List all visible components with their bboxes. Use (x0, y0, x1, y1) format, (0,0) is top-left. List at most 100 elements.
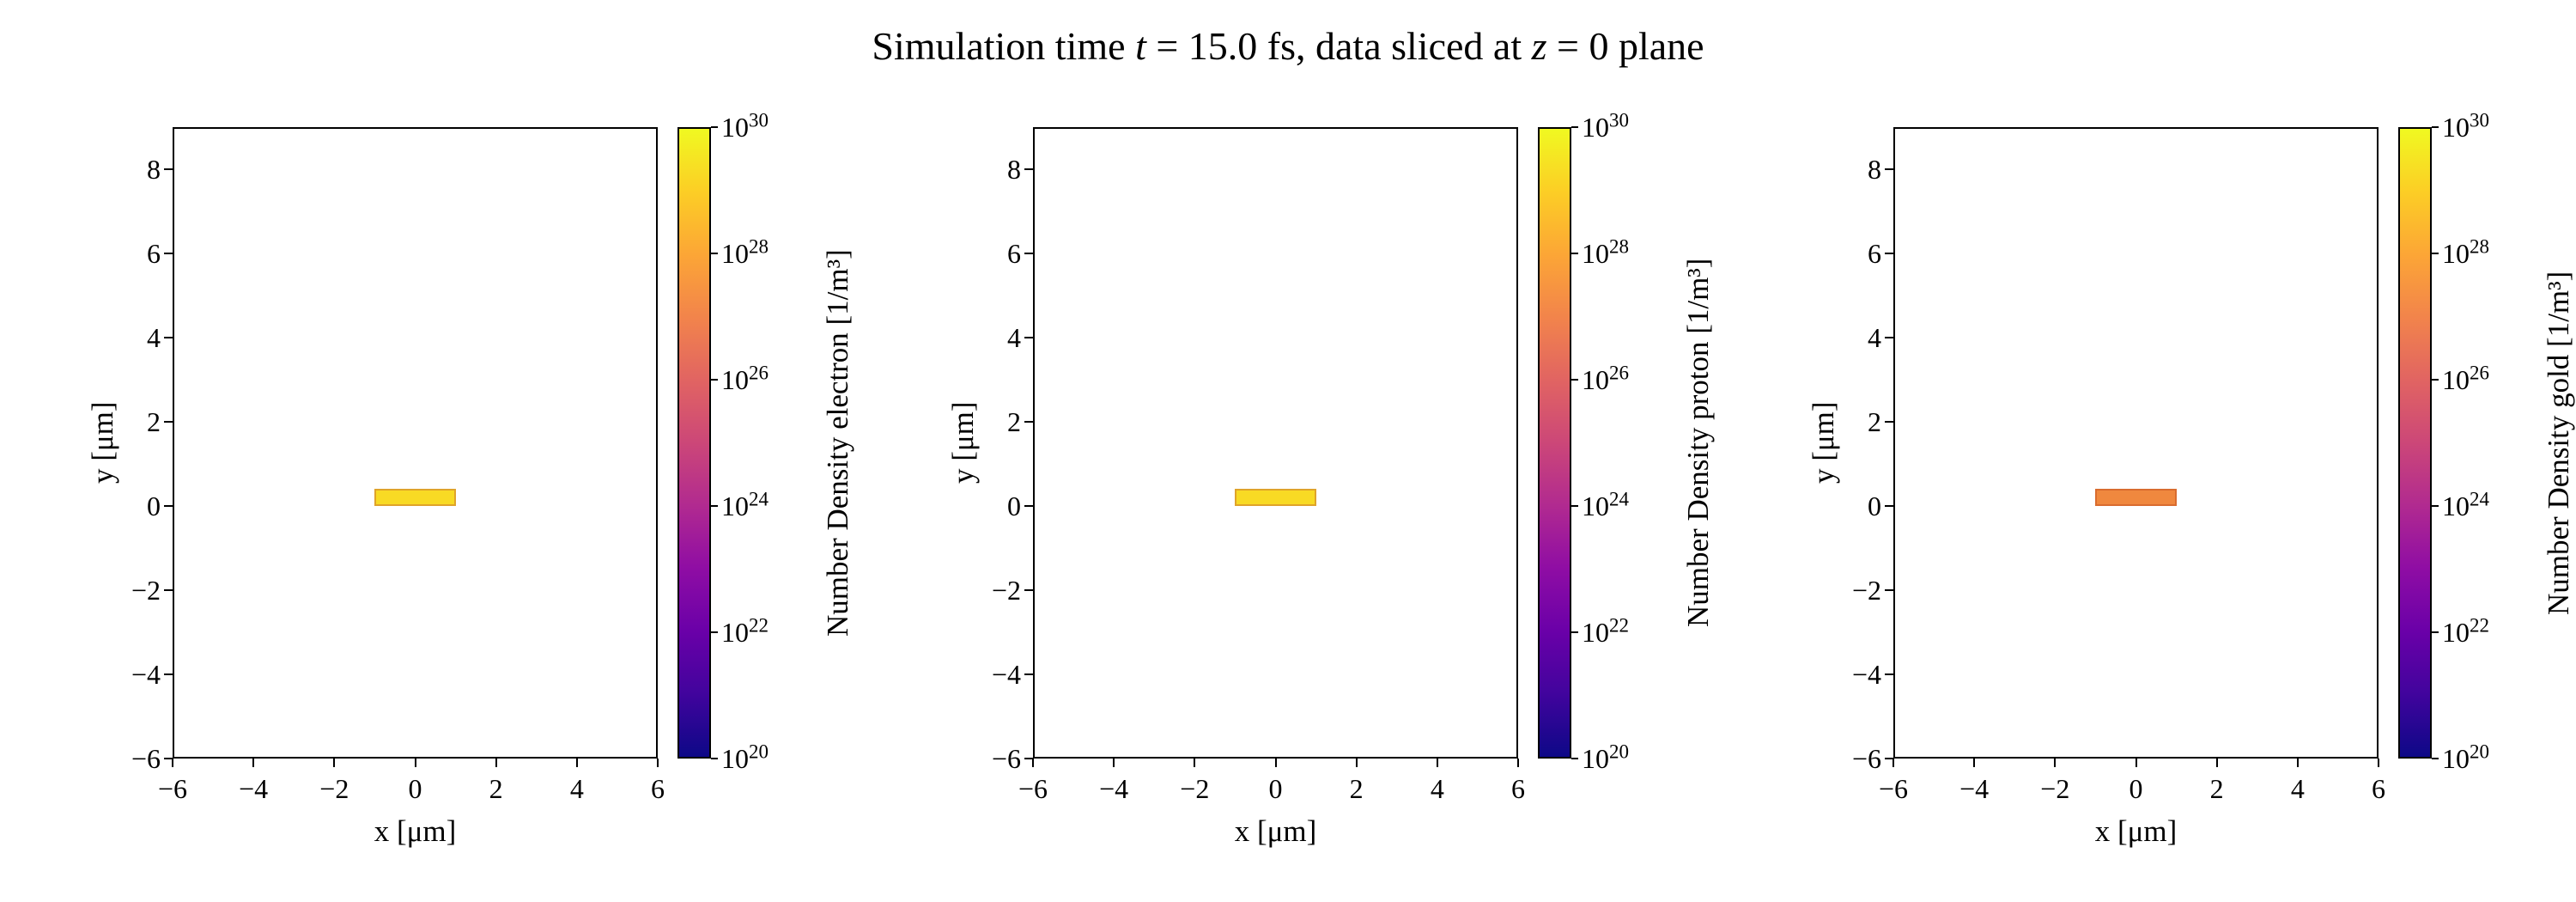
colorbar-tick-mantissa: 10 (2442, 112, 2470, 143)
colorbar-tick (1571, 631, 1578, 633)
colorbar-tick-label: 1022 (721, 613, 769, 651)
colorbar-label-gold: Number Density gold [1/m³] (2542, 271, 2575, 615)
x-tick-label: −6 (1878, 773, 1909, 804)
colorbar-tick-label: 1028 (1582, 235, 1629, 272)
colorbar-tick-exponent: 30 (2470, 109, 2489, 131)
colorbar-tick (711, 505, 718, 507)
x-tick-label: −2 (319, 773, 349, 804)
y-tick-label: −2 (131, 575, 161, 606)
colorbar-tick-label: 1026 (1582, 361, 1629, 399)
colorbar-tick-label: 1024 (2442, 487, 2489, 525)
x-tick (2054, 759, 2057, 767)
y-tick (1024, 253, 1033, 254)
x-tick-label: 0 (1268, 773, 1283, 804)
y-tick-label: 4 (1007, 322, 1021, 353)
colorbar-tick-exponent: 30 (749, 109, 769, 131)
y-tick (1024, 589, 1033, 591)
y-tick (1024, 168, 1033, 170)
x-axis-label: x [μm] (2094, 814, 2178, 848)
colorbar-tick-mantissa: 10 (2442, 491, 2470, 521)
x-tick-label: 4 (569, 773, 584, 804)
y-tick-label: 0 (1868, 491, 1881, 521)
x-tick (172, 759, 173, 767)
y-tick-label: 6 (147, 238, 161, 269)
colorbar-tick-exponent: 20 (749, 740, 769, 763)
x-tick-label: 2 (489, 773, 503, 804)
colorbar-tick-mantissa: 10 (1582, 238, 1609, 269)
colorbar-tick-exponent: 26 (1609, 362, 1629, 384)
y-tick (1885, 253, 1893, 254)
x-tick-label: −6 (1018, 773, 1048, 804)
colorbar-tick (1571, 505, 1578, 507)
y-tick-label: 0 (147, 491, 161, 521)
y-tick-label: 8 (147, 154, 161, 185)
x-axis-label: x [μm] (1234, 814, 1317, 848)
x-tick (1274, 759, 1277, 767)
figure-title-part: t (1135, 24, 1146, 68)
x-tick (1355, 759, 1358, 767)
colorbar-tick-exponent: 26 (749, 362, 769, 384)
colorbar-tick-mantissa: 10 (2442, 617, 2470, 648)
x-tick (1032, 759, 1034, 767)
colorbar-tick-mantissa: 10 (2442, 364, 2470, 395)
y-tick (1885, 505, 1893, 507)
x-tick (2296, 759, 2299, 767)
x-tick-label: −4 (1959, 773, 1990, 804)
colorbar-tick-exponent: 24 (749, 488, 769, 510)
colorbar-tick (1571, 253, 1578, 254)
colorbar-tick (2432, 631, 2439, 633)
y-tick (1885, 673, 1893, 675)
x-tick-label: 6 (651, 773, 665, 804)
colorbar-tick-mantissa: 10 (1582, 743, 1609, 774)
colorbar-tick-mantissa: 10 (721, 364, 749, 395)
x-tick-label: 2 (1349, 773, 1364, 804)
colorbar-tick-label: 1030 (721, 108, 769, 146)
colorbar-tick-mantissa: 10 (721, 617, 749, 648)
colorbar-tick-mantissa: 10 (2442, 238, 2470, 269)
colorbar-tick (2432, 379, 2439, 381)
y-tick (1024, 758, 1033, 759)
x-tick-label: 0 (2129, 773, 2143, 804)
x-tick (1517, 759, 1519, 767)
colorbar-tick-exponent: 22 (2470, 614, 2489, 637)
x-tick (414, 759, 416, 767)
y-tick-label: −4 (991, 659, 1021, 690)
x-tick-label: 6 (1511, 773, 1525, 804)
colorbar-tick-mantissa: 10 (1582, 491, 1609, 521)
figure-title-part: z (1531, 24, 1547, 68)
colorbar-tick-label: 1030 (1582, 108, 1629, 146)
x-tick (2135, 759, 2137, 767)
colorbar-tick (711, 253, 718, 254)
colorbar-tick-exponent: 20 (2470, 740, 2489, 763)
colorbar-tick-exponent: 22 (749, 614, 769, 637)
x-axis-label: x [μm] (374, 814, 457, 848)
colorbar-tick (711, 758, 718, 759)
colorbar-tick-label: 1022 (2442, 613, 2489, 651)
figure-title: Simulation time t = 15.0 fs, data sliced… (0, 22, 2576, 70)
colorbar-tick-label: 1026 (2442, 361, 2489, 399)
y-tick-label: 8 (1868, 154, 1881, 185)
x-tick (495, 759, 497, 767)
axes-electron (173, 127, 658, 759)
colorbar-tick-exponent: 24 (2470, 488, 2489, 510)
colorbar-tick-mantissa: 10 (721, 743, 749, 774)
colorbar-tick (711, 379, 718, 381)
colorbar-tick (711, 631, 718, 633)
colorbar-tick-label: 1024 (1582, 487, 1629, 525)
x-tick-label: 2 (2209, 773, 2224, 804)
figure-title-part: = 0 plane (1546, 24, 1704, 68)
colorbar-tick-label: 1030 (2442, 108, 2489, 146)
y-axis-label: y [μm] (1807, 401, 1840, 485)
colorbar-tick-mantissa: 10 (721, 112, 749, 143)
y-tick (1885, 337, 1893, 338)
x-tick (575, 759, 578, 767)
y-tick-label: −6 (1851, 743, 1881, 774)
colorbar-tick-exponent: 28 (1609, 235, 1629, 258)
colorbar-tick-mantissa: 10 (721, 491, 749, 521)
x-tick (657, 759, 659, 767)
colorbar-tick-mantissa: 10 (1582, 112, 1609, 143)
colorbar-tick-label: 1020 (721, 740, 769, 777)
x-tick (1893, 759, 1894, 767)
colorbar-tick (1571, 758, 1578, 759)
